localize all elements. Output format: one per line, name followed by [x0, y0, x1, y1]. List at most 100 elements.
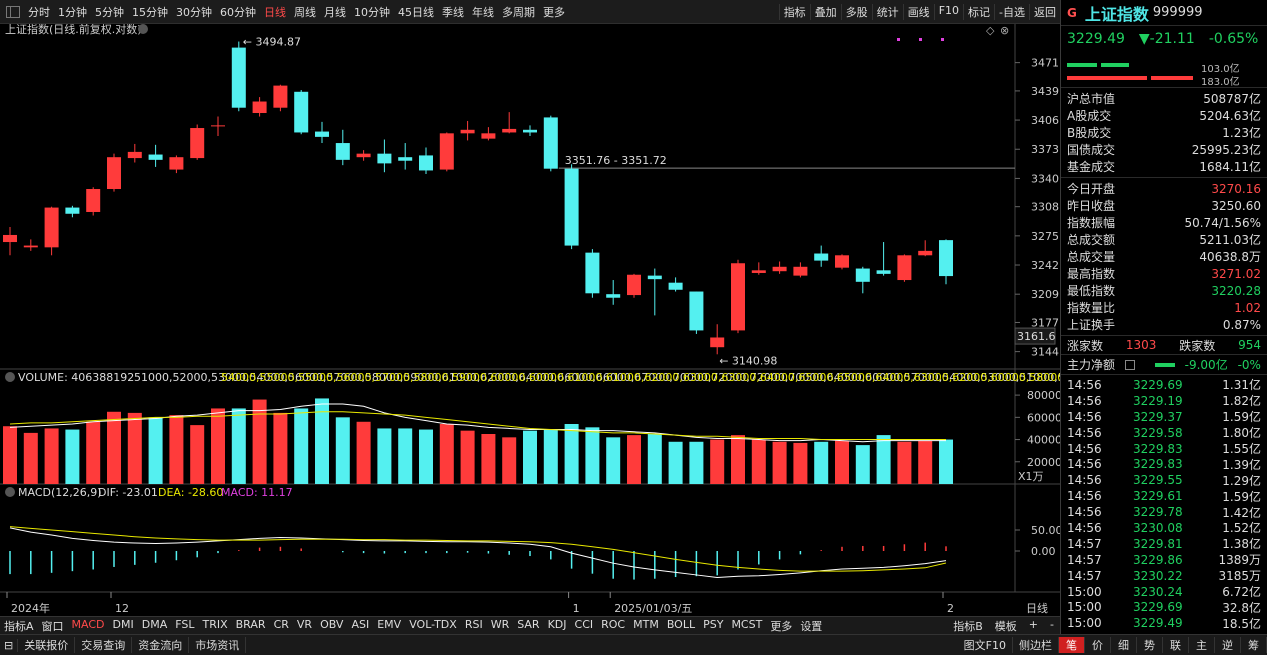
period-tab-4[interactable]: 30分钟: [176, 5, 212, 19]
bottom-icon-6[interactable]: 逆: [1215, 637, 1241, 653]
toolbar-button-3[interactable]: 统计: [871, 3, 903, 20]
bottom-tab-1[interactable]: 交易查询: [75, 637, 133, 653]
tick-volume: 6.72亿: [1222, 585, 1261, 600]
tick-price: 3230.22: [1133, 568, 1183, 583]
quote-panel: G 上证指数 999999 3229.49 ▼-21.11 -0.65% 103…: [1060, 0, 1267, 655]
stat-label: A股成交: [1067, 109, 1112, 123]
indicator-tab-18[interactable]: CCI: [574, 617, 594, 631]
toolbar-button-0[interactable]: 指标: [778, 3, 810, 20]
collapse-icon[interactable]: ⊟: [0, 638, 19, 652]
candle-body-12: [252, 101, 267, 114]
period-tab-1[interactable]: 1分钟: [58, 5, 87, 19]
indicator-right-2[interactable]: +: [1028, 617, 1039, 631]
stat-value: 25995.23亿: [1191, 143, 1261, 157]
period-tab-9[interactable]: 10分钟: [354, 5, 390, 19]
indicator-tab-1[interactable]: 窗口: [41, 619, 64, 633]
toolbar-button-1[interactable]: 叠加: [809, 3, 841, 20]
volume-bar-25: [523, 430, 537, 484]
main-chart[interactable]: 上证指数(日线.前复权.对数) ◇ ⊗ 3471 3439 3406 3373 3340 330…: [0, 24, 1060, 616]
period-tab-11[interactable]: 季线: [442, 5, 464, 19]
candle-body-28: [585, 252, 600, 294]
indicator-tab-23[interactable]: MCST: [731, 617, 763, 631]
period-tab-5[interactable]: 60分钟: [220, 5, 256, 19]
period-tab-3[interactable]: 15分钟: [132, 5, 168, 19]
x-label: 12: [115, 602, 129, 615]
indicator-tab-16[interactable]: SAR: [517, 617, 540, 631]
tick-time: 14:57: [1067, 536, 1102, 551]
marker-dot: [919, 38, 922, 41]
indicator-tab-2[interactable]: MACD: [71, 617, 105, 631]
stat2-row-1: 昨日收盘 3250.60: [1061, 197, 1267, 214]
indicator-tab-25[interactable]: 设置: [800, 619, 823, 633]
bottom-icon-0[interactable]: 笔: [1059, 637, 1085, 653]
window-icon[interactable]: [6, 5, 20, 18]
indicator-tab-9[interactable]: VR: [296, 617, 313, 631]
indicator-tab-0[interactable]: 指标A: [4, 619, 34, 633]
tick-row: 14:56 3229.19 1.82亿: [1061, 393, 1267, 409]
bottom-tab-3[interactable]: 市场资讯: [189, 637, 247, 653]
volume-ma10: 54000,55000,55000,56000,57000,58000,5900…: [221, 371, 1060, 384]
toolbar-button-7[interactable]: -自选: [994, 3, 1029, 20]
period-tab-2[interactable]: 5分钟: [95, 5, 124, 19]
indicator-tab-15[interactable]: WR: [490, 617, 510, 631]
bottom-tab-2[interactable]: 资金流向: [132, 637, 190, 653]
tick-row: 15:00 3229.69 32.8亿: [1061, 599, 1267, 615]
indicator-tab-13[interactable]: VOL-TDX: [409, 617, 457, 631]
indicator-tab-14[interactable]: RSI: [464, 617, 483, 631]
indicator-tab-8[interactable]: CR: [273, 617, 289, 631]
indicator-tab-20[interactable]: MTM: [633, 617, 659, 631]
indicator-right-0[interactable]: 指标B: [953, 619, 983, 633]
bottom-icon-1[interactable]: 价: [1085, 637, 1111, 653]
period-tab-14[interactable]: 更多: [543, 5, 565, 19]
volume-bar-10: [211, 408, 225, 484]
indicator-tab-10[interactable]: OBV: [320, 617, 344, 631]
period-tab-6[interactable]: 日线: [264, 5, 286, 19]
period-tab-10[interactable]: 45日线: [398, 5, 434, 19]
volume-bar-12: [252, 399, 267, 484]
indicator-tab-24[interactable]: 更多: [770, 619, 793, 633]
indicator-tab-5[interactable]: FSL: [175, 617, 195, 631]
marker-dot: [897, 38, 900, 41]
indicator-tab-19[interactable]: ROC: [601, 617, 626, 631]
period-tab-13[interactable]: 多周期: [502, 5, 535, 19]
bottom-right-1[interactable]: 侧边栏: [1013, 637, 1059, 653]
indicator-tab-11[interactable]: ASI: [351, 617, 370, 631]
indicator-tab-21[interactable]: BOLL: [666, 617, 696, 631]
macd-dif: DIF: -23.01: [98, 486, 158, 499]
flow-dropdown-icon[interactable]: [1124, 359, 1135, 370]
indicator-tab-3[interactable]: DMI: [112, 617, 134, 631]
toolbar-button-6[interactable]: 标记: [963, 3, 994, 20]
volume-bar-41: [855, 445, 870, 484]
indicator-tab-6[interactable]: TRIX: [202, 617, 228, 631]
indicator-right-1[interactable]: 模板: [994, 619, 1017, 633]
indicator-tab-4[interactable]: DMA: [141, 617, 168, 631]
period-tab-7[interactable]: 周线: [294, 5, 316, 19]
bottom-icon-7[interactable]: 筹: [1241, 637, 1267, 653]
toolbar-button-8[interactable]: 返回: [1029, 3, 1060, 20]
bottom-tab-0[interactable]: 关联报价: [18, 637, 76, 653]
indicator-right-3[interactable]: -: [1050, 617, 1054, 631]
toolbar-button-2[interactable]: 多股: [840, 3, 872, 20]
bottom-icon-3[interactable]: 势: [1137, 637, 1163, 653]
tick-row: 14:57 3230.22 3185万: [1061, 568, 1267, 584]
toolbar-button-4[interactable]: 画线: [902, 3, 934, 20]
indicator-tab-12[interactable]: EMV: [377, 617, 402, 631]
period-tab-0[interactable]: 分时: [28, 5, 50, 19]
macd-tick-label: 50.00: [1031, 524, 1060, 537]
candle-body-26: [543, 117, 558, 169]
period-tab-12[interactable]: 年线: [472, 5, 494, 19]
toolbar-button-5[interactable]: F10: [933, 3, 963, 20]
title-dropdown-icon: [138, 24, 148, 34]
period-tab-8[interactable]: 月线: [324, 5, 346, 19]
bottom-icon-2[interactable]: 细: [1111, 637, 1137, 653]
y-tick-label: 3209: [1031, 288, 1059, 301]
bottom-right-0[interactable]: 图文F10: [958, 637, 1013, 653]
bottom-icon-5[interactable]: 主: [1189, 637, 1215, 653]
group-icon[interactable]: G: [1067, 5, 1077, 20]
indicator-tab-17[interactable]: KDJ: [547, 617, 567, 631]
indicator-tab-22[interactable]: PSY: [703, 617, 724, 631]
volume-bar-26: [543, 429, 558, 484]
candle-body-16: [335, 143, 350, 160]
bottom-icon-4[interactable]: 联: [1163, 637, 1189, 653]
indicator-tab-7[interactable]: BRAR: [235, 617, 266, 631]
